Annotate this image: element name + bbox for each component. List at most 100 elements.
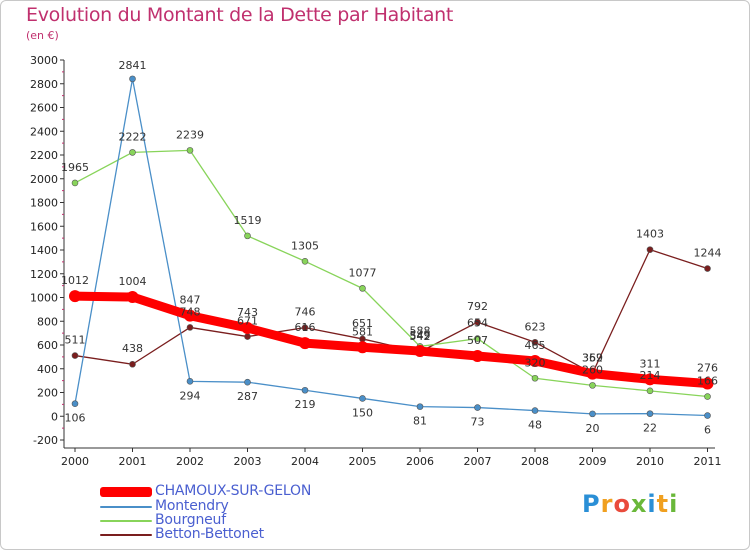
data-point <box>71 352 79 359</box>
data-label: 48 <box>528 419 542 432</box>
data-label: 616 <box>295 321 316 334</box>
data-label: 549 <box>410 329 431 342</box>
x-tick-label: 2008 <box>521 455 549 468</box>
y-tick-label: 1400 <box>30 244 58 257</box>
data-label: 1965 <box>61 161 89 174</box>
data-label: 623 <box>525 320 546 333</box>
data-point <box>704 393 711 400</box>
data-label: 20 <box>586 422 600 435</box>
data-point <box>644 373 656 386</box>
data-point <box>71 400 79 407</box>
data-label: 1012 <box>61 274 89 287</box>
data-label: 260 <box>582 363 603 376</box>
legend-label-montendry: Montendry <box>155 498 229 514</box>
data-label: 276 <box>697 361 718 374</box>
x-tick-label: 2007 <box>464 455 492 468</box>
data-label: 106 <box>65 412 86 425</box>
data-point <box>186 378 194 385</box>
x-tick-label: 2011 <box>694 455 722 468</box>
data-label: 588 <box>410 324 431 337</box>
data-label: 81 <box>413 415 427 428</box>
data-point <box>531 407 539 414</box>
y-tick-label: 0 <box>51 410 58 423</box>
legend-swatch-chamoux <box>100 487 152 497</box>
data-point <box>129 149 136 156</box>
data-label: 362 <box>582 351 603 364</box>
data-point <box>471 350 484 363</box>
data-point <box>646 410 654 417</box>
series-line-2 <box>74 78 709 417</box>
legend-label-chamoux: CHAMOUX-SUR-GELON <box>155 483 312 499</box>
data-label: 2841 <box>119 59 147 72</box>
data-label: 654 <box>467 317 488 330</box>
data-label: 438 <box>122 342 143 355</box>
data-point <box>474 335 481 342</box>
data-point <box>244 333 251 340</box>
data-label: 311 <box>640 357 661 370</box>
data-point <box>126 291 139 304</box>
data-label: 287 <box>237 390 258 403</box>
data-label: 743 <box>237 306 258 319</box>
x-tick-label: 2002 <box>176 455 204 468</box>
y-tick-label: 2600 <box>30 102 58 115</box>
x-tick-label: 2009 <box>579 455 607 468</box>
chart-unit-label: (en €) <box>26 29 59 42</box>
data-label: 6 <box>704 424 711 437</box>
y-tick-label: 1600 <box>30 220 58 233</box>
chart-title: Evolution du Montant de la Dette par Hab… <box>26 4 454 26</box>
data-label: 746 <box>295 306 316 319</box>
logo-letter: r <box>600 490 614 518</box>
x-tick-label: 2001 <box>119 455 147 468</box>
x-tick-label: 2003 <box>234 455 262 468</box>
data-label: 73 <box>471 416 485 429</box>
data-point <box>704 412 711 419</box>
data-point <box>301 386 309 394</box>
data-label: 671 <box>237 315 258 328</box>
logo-letter: i <box>647 490 657 518</box>
data-point <box>186 324 194 331</box>
data-point <box>474 318 481 326</box>
y-tick-label: 400 <box>37 363 58 376</box>
x-tick-label: 2006 <box>406 455 434 468</box>
y-tick-label: 800 <box>37 315 58 328</box>
data-label: 465 <box>525 339 546 352</box>
x-tick-label: 2010 <box>636 455 664 468</box>
logo-letter: o <box>613 490 631 518</box>
data-label: 581 <box>352 325 373 338</box>
data-label: 1305 <box>291 239 319 252</box>
legend-label-betton: Betton-Bettonet <box>155 526 264 542</box>
data-label: 847 <box>180 294 201 307</box>
data-point <box>299 337 311 350</box>
data-label: 542 <box>410 330 431 343</box>
data-point <box>129 360 136 368</box>
data-point <box>646 387 654 395</box>
proxiti-logo: Proxiti <box>582 490 678 518</box>
data-point <box>241 322 254 335</box>
data-point <box>359 395 366 402</box>
data-point <box>184 309 196 322</box>
data-point <box>71 179 79 187</box>
data-point <box>356 341 369 354</box>
data-label: 219 <box>295 398 316 411</box>
y-tick-label: 1000 <box>30 292 58 305</box>
data-point <box>416 403 424 410</box>
data-point <box>474 404 481 411</box>
logo-letter: x <box>630 490 648 518</box>
y-tick-label: 2000 <box>30 173 58 186</box>
y-tick-label: 2400 <box>30 125 58 138</box>
data-point <box>359 285 366 292</box>
legend-swatch-betton <box>100 534 152 536</box>
data-label: 1244 <box>694 247 722 260</box>
y-tick-label: 2800 <box>30 78 58 91</box>
data-point <box>301 324 309 331</box>
data-label: 1519 <box>234 214 262 227</box>
data-point <box>129 75 136 83</box>
data-point <box>646 246 654 253</box>
data-label: 507 <box>467 334 488 347</box>
data-point <box>414 345 426 358</box>
data-label: 359 <box>582 352 603 365</box>
data-label: 294 <box>180 389 201 402</box>
series-line-1 <box>74 149 709 398</box>
y-tick-label: 1200 <box>30 268 58 281</box>
data-label: 22 <box>643 422 657 435</box>
